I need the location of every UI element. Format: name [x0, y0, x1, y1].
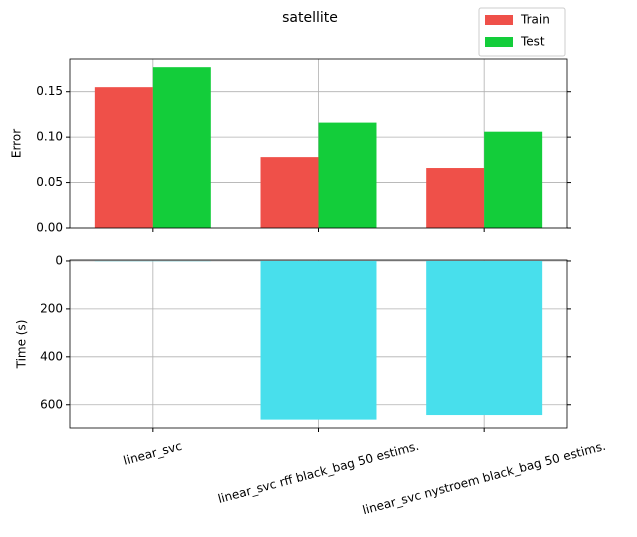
axes-frame [69, 58, 568, 229]
bar [152, 67, 211, 228]
legend-swatch [485, 15, 513, 25]
legend-label: Train [520, 13, 550, 27]
bar [484, 131, 543, 228]
y-tick-label: 0.10 [36, 130, 63, 144]
axes: 0.00 0.05 0.10 0.15 Error [10, 58, 571, 235]
bar [94, 87, 153, 229]
y-tick-label: 0 [55, 253, 63, 267]
y-tick-label: 0.00 [36, 221, 63, 235]
y-tick-label: 0.15 [36, 84, 63, 98]
legend-label: Test [520, 35, 545, 49]
y-tick-label: 0.05 [36, 175, 63, 189]
legend-swatch [485, 37, 513, 47]
bar [426, 168, 485, 228]
y-tick-label: 200 [40, 301, 63, 315]
x-tick-label: linear_svc [122, 439, 183, 468]
y-axis-label: Time (s) [15, 320, 29, 370]
legend: Train Test [478, 7, 566, 57]
y-tick-label: 600 [40, 397, 63, 411]
axes-frame [69, 259, 568, 429]
chart-title: satellite [282, 10, 338, 26]
y-tick-label: 400 [40, 349, 63, 363]
y-axis-label: Error [10, 129, 24, 158]
bar [260, 157, 319, 228]
bar [426, 260, 543, 416]
bar [318, 122, 377, 228]
bar [260, 260, 377, 420]
